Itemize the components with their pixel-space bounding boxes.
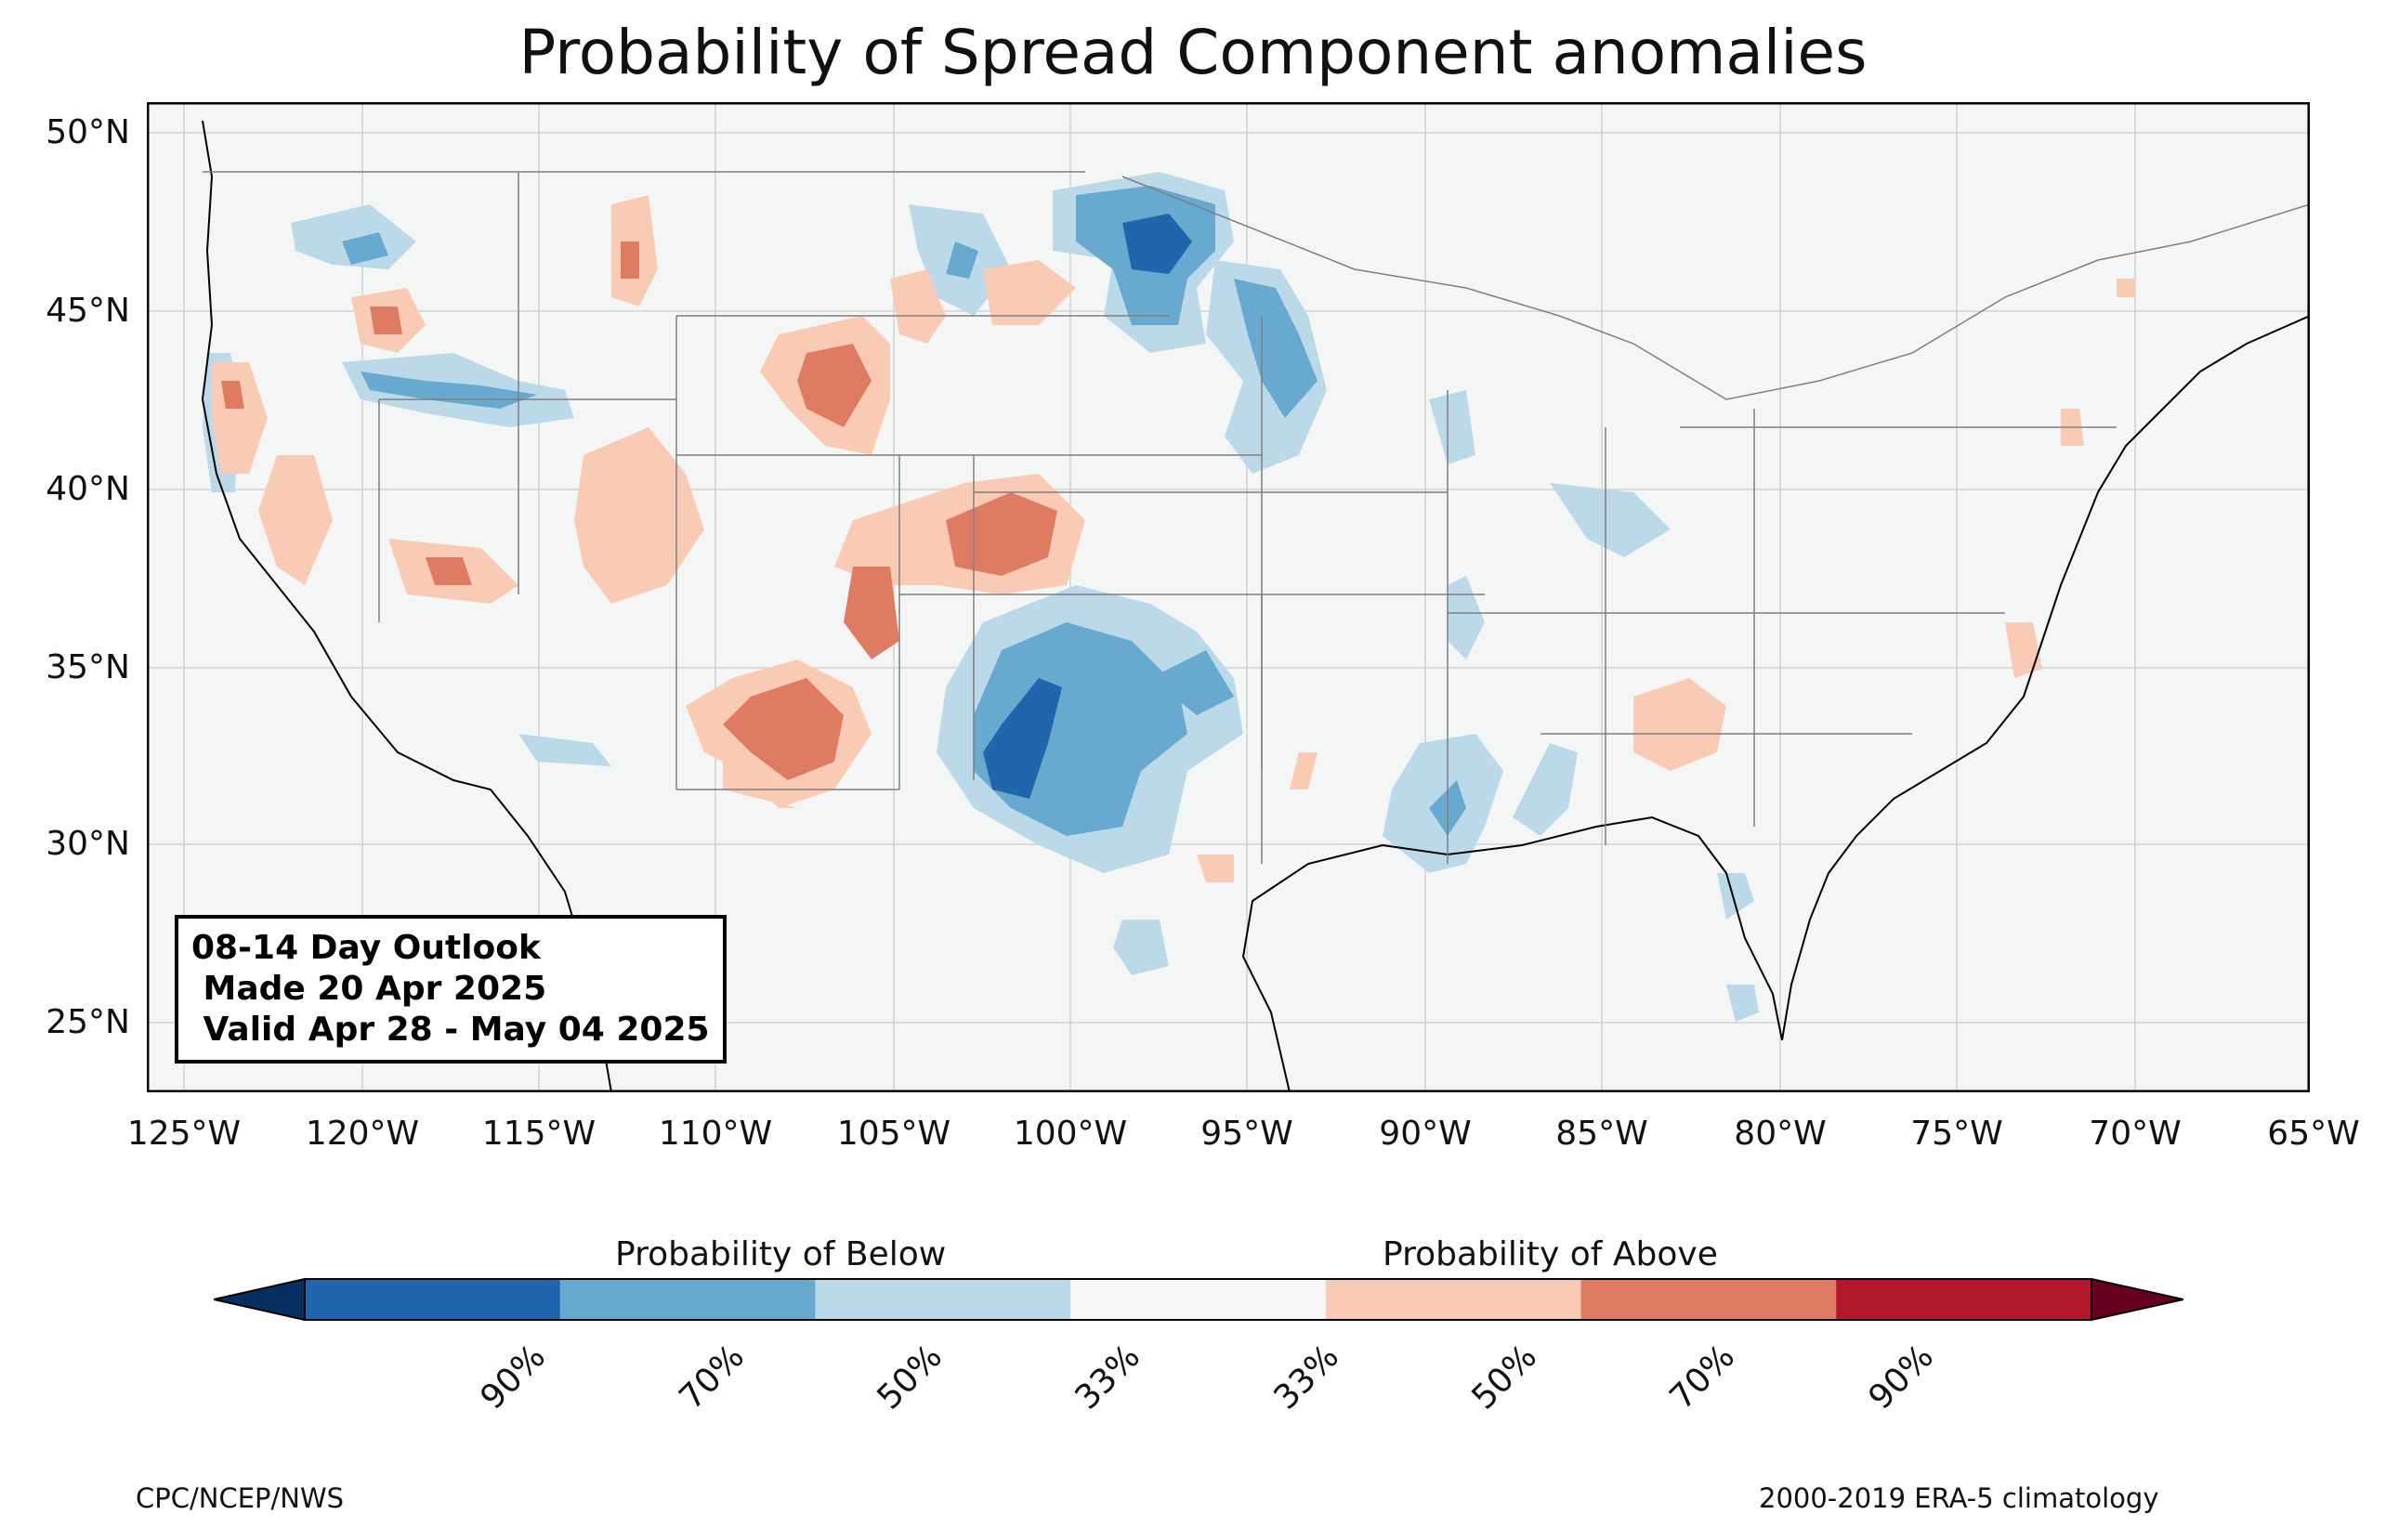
lon-label-110: 110°W	[658, 1115, 773, 1153]
lon-label-115: 115°W	[481, 1115, 596, 1153]
colorbar-segment	[1070, 1279, 1327, 1320]
state-borders	[203, 171, 2310, 864]
map-border	[147, 102, 2310, 1092]
colorbar-segment	[1836, 1279, 2092, 1320]
outlook-made-date: Made 20 Apr 2025	[191, 970, 547, 1008]
lon-label-90: 90°W	[1379, 1115, 1472, 1153]
lon-label-125: 125°W	[126, 1115, 242, 1153]
colorbar-tick-below-90: 90%	[473, 1338, 554, 1417]
colorbar	[214, 1277, 2183, 1322]
colorbar-tick-below-33: 33%	[1068, 1338, 1148, 1417]
map-title: Probability of Spread Component anomalie…	[518, 17, 1868, 88]
lon-label-105: 105°W	[836, 1115, 951, 1153]
outlook-period: 08-14 Day Outlook	[191, 929, 541, 967]
lat-label-30: 30°N	[46, 825, 130, 863]
lat-label-35: 35°N	[46, 648, 130, 686]
colorbar-segments	[214, 1277, 2183, 1322]
lat-label-45: 45°N	[46, 292, 130, 330]
colorbar-tick-above-33: 33%	[1266, 1338, 1347, 1417]
colorbar-extend-low	[214, 1277, 306, 1322]
above-probability-regions	[212, 195, 2135, 882]
colorbar-above-title: Probability of Above	[1383, 1235, 1718, 1273]
lon-label-95: 95°W	[1200, 1115, 1293, 1153]
lat-label-40: 40°N	[46, 470, 130, 508]
outlook-info-box: 08-14 Day Outlook Made 20 Apr 2025 Valid…	[175, 915, 727, 1064]
lon-label-75: 75°W	[1910, 1115, 2003, 1153]
colorbar-segment	[559, 1279, 816, 1320]
outlook-valid-range: Valid Apr 28 - May 04 2025	[191, 1011, 710, 1049]
colorbar-tick-above-90: 90%	[1861, 1338, 1942, 1417]
colorbar-segment	[815, 1279, 1071, 1320]
lon-label-65: 65°W	[2267, 1115, 2360, 1153]
colorbar-tick-above-70: 70%	[1662, 1338, 1743, 1417]
lat-label-25: 25°N	[46, 1003, 130, 1041]
colorbar-segment	[1580, 1279, 1837, 1320]
lon-label-80: 80°W	[1734, 1115, 1827, 1153]
lat-label-50: 50°N	[46, 113, 130, 151]
colorbar-tick-above-50: 50%	[1464, 1338, 1545, 1417]
lon-label-120: 120°W	[305, 1115, 420, 1153]
lon-label-100: 100°W	[1013, 1115, 1128, 1153]
colorbar-segment	[1325, 1279, 1582, 1320]
lon-label-70: 70°W	[2089, 1115, 2182, 1153]
colorbar-segment	[305, 1279, 561, 1320]
lon-label-85: 85°W	[1555, 1115, 1648, 1153]
footer-source: CPC/NCEP/NWS	[136, 1482, 345, 1514]
colorbar-tick-below-50: 50%	[870, 1338, 950, 1417]
colorbar-below-title: Probability of Below	[615, 1235, 947, 1273]
below-probability-regions	[203, 172, 1759, 1022]
footer-climatology: 2000-2019 ERA-5 climatology	[1759, 1482, 2159, 1514]
coastline-outline	[201, 120, 2310, 1092]
colorbar-extend-high	[2091, 1277, 2183, 1322]
colorbar-tick-below-70: 70%	[672, 1338, 753, 1417]
